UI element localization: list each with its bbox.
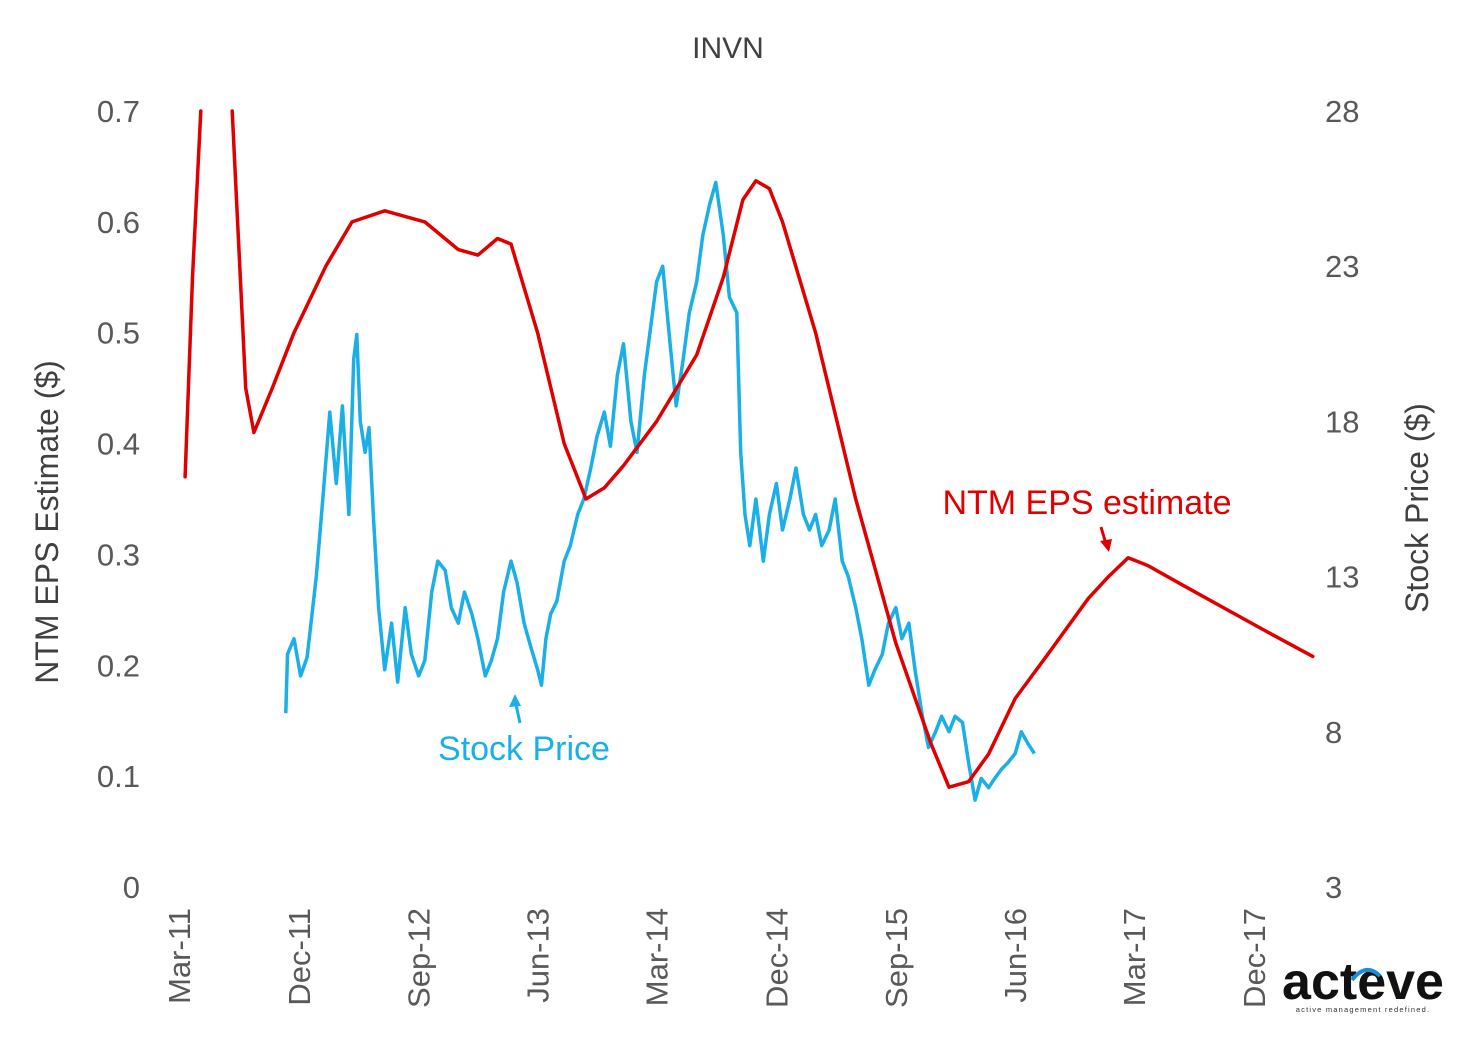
left-tick-label: 0.5	[97, 316, 140, 351]
left-axis-label: NTM EPS Estimate ($)	[29, 360, 65, 684]
logo-text: acteve	[1282, 953, 1444, 1011]
acteve-logo: acteve active management redefined.	[1282, 953, 1444, 1014]
x-axis-ticks: Mar-11 Dec-11 Sep-12 Jun-13 Mar-14 Dec-14 Sep-…	[162, 908, 1272, 1008]
right-tick-label: 18	[1325, 404, 1359, 439]
x-tick-label: Dec-11	[282, 908, 317, 1006]
eps-annotation-arrowhead	[1100, 539, 1112, 552]
stock-price-annotation-arrowhead	[509, 694, 521, 707]
stock-price-line	[284, 180, 1036, 802]
left-tick-label: 0.7	[97, 94, 140, 129]
left-tick-label: 0.1	[97, 759, 140, 794]
chart-title: INVN	[692, 32, 764, 65]
eps-estimate-line	[230, 109, 1315, 789]
x-tick-label: Jun-16	[998, 908, 1033, 1003]
left-tick-label: 0.3	[97, 537, 140, 572]
eps-estimate-line	[183, 109, 203, 479]
left-tick-label: 0.6	[97, 205, 140, 240]
left-tick-label: 0.4	[97, 427, 140, 462]
right-axis-label: Stock Price ($)	[1399, 403, 1435, 613]
x-tick-label: Mar-11	[162, 908, 197, 1004]
x-tick-label: Dec-17	[1237, 908, 1272, 1008]
eps-annotation: NTM EPS estimate	[942, 484, 1231, 522]
right-tick-label: 28	[1325, 94, 1359, 129]
right-tick-label: 8	[1325, 715, 1342, 750]
x-tick-label: Dec-14	[759, 908, 794, 1008]
x-tick-label: Jun-13	[521, 908, 556, 1003]
x-tick-label: Mar-14	[640, 908, 675, 1006]
right-tick-label: 3	[1325, 870, 1342, 905]
right-axis-ticks: 3 8 13 18 23 28	[1325, 94, 1359, 905]
right-tick-label: 23	[1325, 249, 1359, 284]
left-tick-label: 0.2	[97, 648, 140, 683]
x-tick-label: Sep-15	[879, 908, 914, 1008]
logo-tagline: active management redefined.	[1296, 1005, 1431, 1014]
logo-swoosh-icon	[1350, 968, 1382, 982]
left-tick-label: 0	[123, 870, 140, 905]
x-tick-label: Mar-17	[1117, 908, 1152, 1006]
left-axis-ticks: 0 0.1 0.2 0.3 0.4 0.5 0.6 0.7	[97, 94, 140, 905]
x-tick-label: Sep-12	[402, 908, 437, 1008]
right-tick-label: 13	[1325, 560, 1359, 595]
stock-price-annotation: Stock Price	[438, 730, 610, 768]
series-layer	[183, 109, 1315, 802]
